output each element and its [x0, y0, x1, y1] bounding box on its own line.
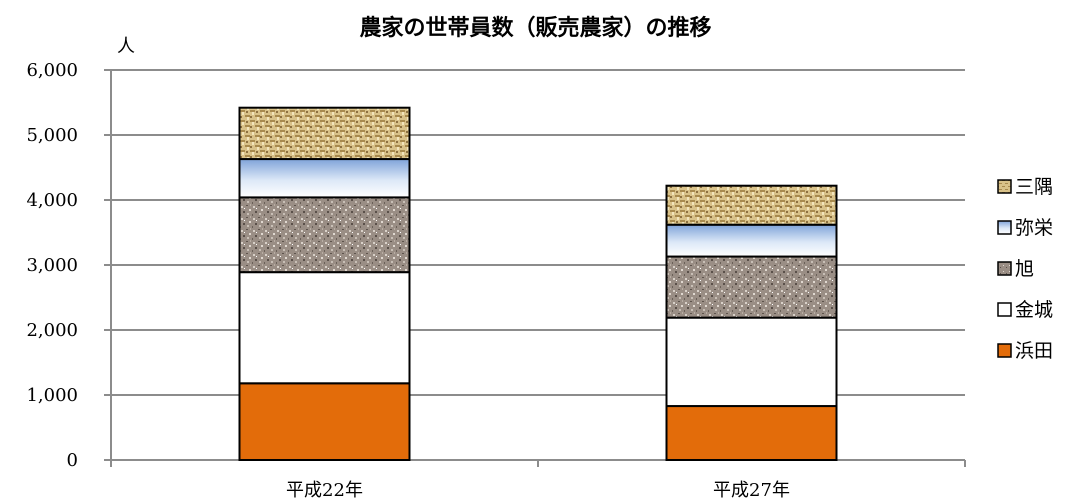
bar-segment-3-1: [238, 196, 411, 274]
legend-label-1: 浜田: [1015, 340, 1053, 362]
y-tick-label: 3,000: [26, 255, 78, 276]
bars: [238, 106, 838, 461]
legend-swatch-3: [997, 261, 1012, 276]
y-tick-label: 5,000: [26, 125, 78, 146]
legend-swatch-2: [997, 302, 1012, 317]
bar-segment-5-1: [238, 106, 411, 161]
y-tick-label: 0: [67, 450, 78, 471]
bar-segment-4-2: [665, 223, 838, 258]
chart-title: 農家の世帯員数（販売農家）の推移: [359, 16, 712, 41]
x-tick-label: 平成27年: [713, 480, 790, 501]
bar-segment-1-1: [238, 382, 411, 461]
bar-segment-2-2: [665, 316, 838, 408]
y-unit-label: 人: [117, 36, 135, 57]
y-tick-label: 6,000: [26, 60, 78, 81]
legend-swatch-1: [997, 343, 1012, 358]
bar-segment-5-2: [665, 184, 838, 226]
bar-segment-4-1: [238, 158, 411, 199]
legend-label-5: 三隅: [1015, 176, 1053, 198]
bar-segment-2-1: [238, 271, 411, 385]
bar-segment-1-2: [665, 405, 838, 461]
y-tick-label: 2,000: [26, 320, 78, 341]
y-tick-label: 1,000: [26, 385, 78, 406]
bar-segment-3-2: [665, 255, 838, 319]
legend-label-2: 金城: [1015, 299, 1053, 321]
legend-swatch-5: [997, 179, 1012, 194]
x-tick-label: 平成22年: [286, 480, 363, 501]
legend-swatch-4: [997, 220, 1012, 235]
y-tick-label: 4,000: [26, 190, 78, 211]
legend-label-4: 弥栄: [1015, 217, 1053, 239]
legend-label-3: 旭: [1015, 258, 1034, 280]
